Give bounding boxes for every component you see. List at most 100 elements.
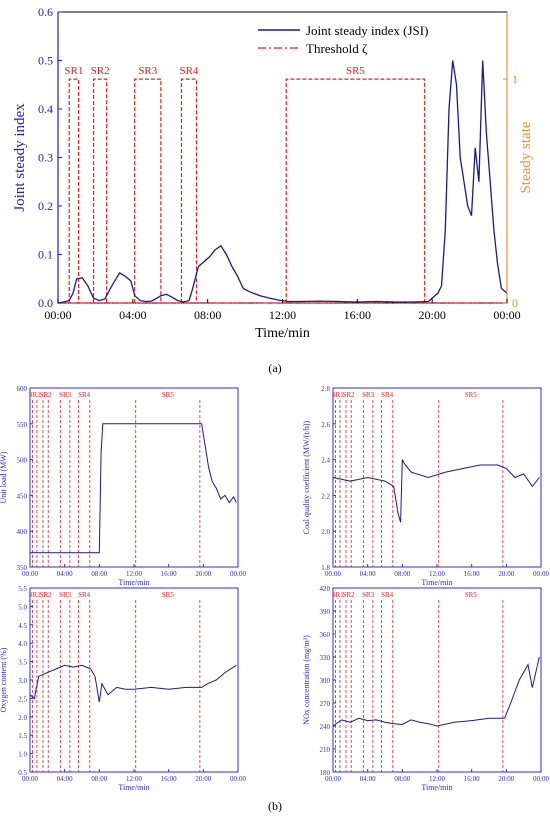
x-tick-label: 00:00 [230, 775, 246, 783]
x-axis-label: Time/min [421, 783, 452, 792]
y-tick-label: 2.6 [321, 421, 330, 429]
x-tick-label: 04:00 [57, 570, 73, 578]
y-axis-label: Oxygen content (%) [0, 647, 8, 712]
sr-label: SR3 [362, 591, 375, 599]
steady-region-box [180, 78, 198, 303]
y-tick-label: 400 [17, 528, 28, 536]
legend-threshold-label: Threshold ζ [306, 41, 368, 56]
x-tick-label: 00:00 [22, 570, 38, 578]
sr-label: SR4 [78, 391, 91, 399]
plot-frame [29, 587, 239, 773]
x-tick-label: 04:00 [360, 775, 376, 783]
y-tick-label: 3.5 [18, 659, 27, 667]
x-axis-label: Time/min [118, 578, 149, 587]
steady-region-label: SR4 [179, 65, 198, 77]
y-right-axis-label: Steady state [518, 121, 534, 193]
x-tick-label: 20:00 [418, 308, 445, 322]
x-tick-label: 12:00 [126, 775, 142, 783]
y-axis-label: NOx concentration (mg/m³) [302, 635, 311, 725]
sr-label: SR3 [59, 391, 72, 399]
sr-label: SR2 [343, 591, 356, 599]
steady-region-label: SR2 [91, 65, 110, 77]
x-tick-label: 16:00 [464, 570, 480, 578]
x-tick-label: 08:00 [194, 308, 221, 322]
panel-a-chart: SR1 SR2 SR3 SR4 SR5 0.0 0.1 0.2 0.3 0.4 0.5 0.6 0 1 00… [12, 5, 534, 341]
y-tick-label: 2.0 [321, 528, 330, 536]
x-tick-label: 16:00 [161, 570, 177, 578]
sr-label: SR4 [381, 391, 394, 399]
x-tick-label: 20:00 [498, 775, 514, 783]
x-tick-label: 12:00 [269, 308, 296, 322]
y-tick-label: 2.8 [321, 385, 330, 393]
y-tick-label: 0.4 [38, 102, 53, 116]
steady-region-label: SR5 [346, 65, 365, 77]
sr-label: SR1 [29, 591, 42, 599]
steady-region-label: SR3 [138, 65, 157, 77]
x-tick-label: 20:00 [498, 570, 514, 578]
y-axis-label: Coal quality coefficient (MW/(t/h)) [302, 420, 311, 534]
x-axis-label: Time/min [118, 783, 149, 792]
x-axis-label: Time/min [255, 326, 310, 341]
y-tick-label: 2.5 [18, 695, 27, 703]
x-tick-label: 20:00 [195, 570, 211, 578]
y-tick-label: 450 [17, 492, 28, 500]
panel-a-caption: (a) [268, 361, 281, 375]
panel-b-caption: (b) [268, 799, 282, 813]
x-tick-label: 04:00 [57, 775, 73, 783]
plot-frame [332, 587, 542, 773]
steady-region-box [285, 78, 426, 303]
y-tick-label: 360 [320, 631, 331, 639]
sr-label: SR2 [40, 391, 53, 399]
sr-label: SR5 [465, 591, 478, 599]
x-tick-label: 00:00 [22, 775, 38, 783]
y-tick-label: 0.0 [38, 296, 53, 310]
x-tick-label: 00:00 [44, 308, 71, 322]
sr-label: SR3 [362, 391, 375, 399]
x-tick-label: 16:00 [161, 775, 177, 783]
y-tick-label: 390 [320, 608, 331, 616]
sr-label: SR1 [332, 591, 345, 599]
sr-label: SR1 [332, 391, 345, 399]
steady-region-label: SR1 [64, 65, 83, 77]
sr-label: SR3 [59, 591, 72, 599]
y-tick-label: 240 [320, 723, 331, 731]
series-line [332, 459, 540, 523]
y-tick-label: 0.1 [38, 248, 53, 262]
y-tick-label: 0.6 [38, 5, 53, 19]
x-tick-label: 12:00 [126, 570, 142, 578]
sr-label: SR5 [162, 391, 175, 399]
x-tick-label: 12:00 [429, 775, 445, 783]
y-tick-label: 550 [17, 421, 28, 429]
x-tick-label: 08:00 [394, 775, 410, 783]
x-tick-label: 04:00 [119, 308, 146, 322]
plot-frame [57, 11, 508, 304]
steady-region-box [68, 78, 80, 303]
y-tick-label: 0.2 [38, 199, 53, 213]
x-tick-label: 00:00 [533, 775, 549, 783]
sr-label: SR1 [29, 391, 42, 399]
y-tick-label: 2.0 [18, 714, 27, 722]
y-tick-label: 4.0 [18, 640, 27, 648]
y-tick-label: 5.5 [18, 585, 27, 593]
y-right-tick-label: 0 [512, 296, 518, 310]
y-tick-label: 330 [320, 654, 331, 662]
y-tick-label: 420 [320, 585, 331, 593]
x-tick-label: 08:00 [91, 570, 107, 578]
x-tick-label: 20:00 [195, 775, 211, 783]
x-tick-label: 12:00 [429, 570, 445, 578]
sr-label: SR4 [78, 591, 91, 599]
y-tick-label: 4.5 [18, 622, 27, 630]
y-tick-label: 500 [17, 457, 28, 465]
x-tick-label: 16:00 [344, 308, 371, 322]
y-tick-label: 0.3 [38, 151, 53, 165]
y-tick-label: 5.0 [18, 603, 27, 611]
series-line [29, 664, 237, 703]
sr-label: SR5 [465, 391, 478, 399]
y-tick-label: 1.8 [321, 564, 330, 572]
series-line [30, 423, 237, 554]
y-right-tick-label: 1 [512, 72, 518, 86]
y-tick-label: 210 [320, 746, 331, 754]
jsi-series-line [57, 60, 508, 304]
sr-label: SR2 [343, 391, 356, 399]
